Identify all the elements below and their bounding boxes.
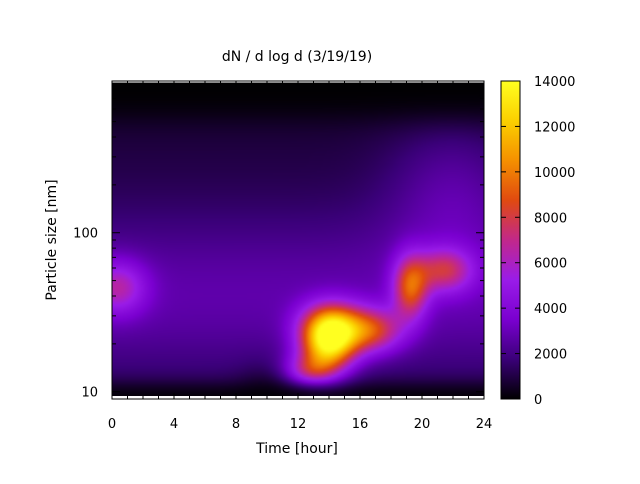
x-axis: 0 4 8 12 16 20 24: [108, 81, 492, 432]
y-tick-label: 100: [73, 227, 98, 242]
x-axis-label: Time [hour]: [255, 441, 338, 457]
colorbar-tick-label: 6000: [534, 257, 567, 272]
colorbar-tick-label: 2000: [534, 348, 567, 363]
x-tick-label: 24: [476, 417, 493, 432]
x-tick-label: 16: [352, 417, 369, 432]
colorbar-tick-label: 0: [534, 393, 542, 408]
colorbar-tick-label: 4000: [534, 302, 567, 317]
colorbar-tick-label: 12000: [534, 120, 575, 135]
x-tick-label: 8: [232, 417, 240, 432]
x-tick-label: 20: [414, 417, 431, 432]
heatmap-field: [112, 81, 484, 399]
colorbar: 0 2000 4000 6000 8000 10000 12000 14000: [500, 75, 575, 408]
x-tick-label: 0: [108, 417, 116, 432]
colorbar-tick-label: 10000: [534, 166, 575, 181]
x-tick-label: 4: [170, 417, 178, 432]
chart-title: dN / d log d (3/19/19): [222, 49, 372, 65]
colorbar-ticks: 0 2000 4000 6000 8000 10000 12000 14000: [501, 75, 575, 408]
colorbar-tick-label: 14000: [534, 75, 575, 90]
x-tick-label: 12: [290, 417, 307, 432]
colorbar-tick-label: 8000: [534, 211, 567, 226]
y-axis-label: Particle size [nm]: [44, 179, 60, 300]
y-axis: 10 100: [73, 80, 484, 401]
y-tick-label: 10: [81, 386, 98, 401]
colorbar-gradient: [500, 80, 521, 400]
